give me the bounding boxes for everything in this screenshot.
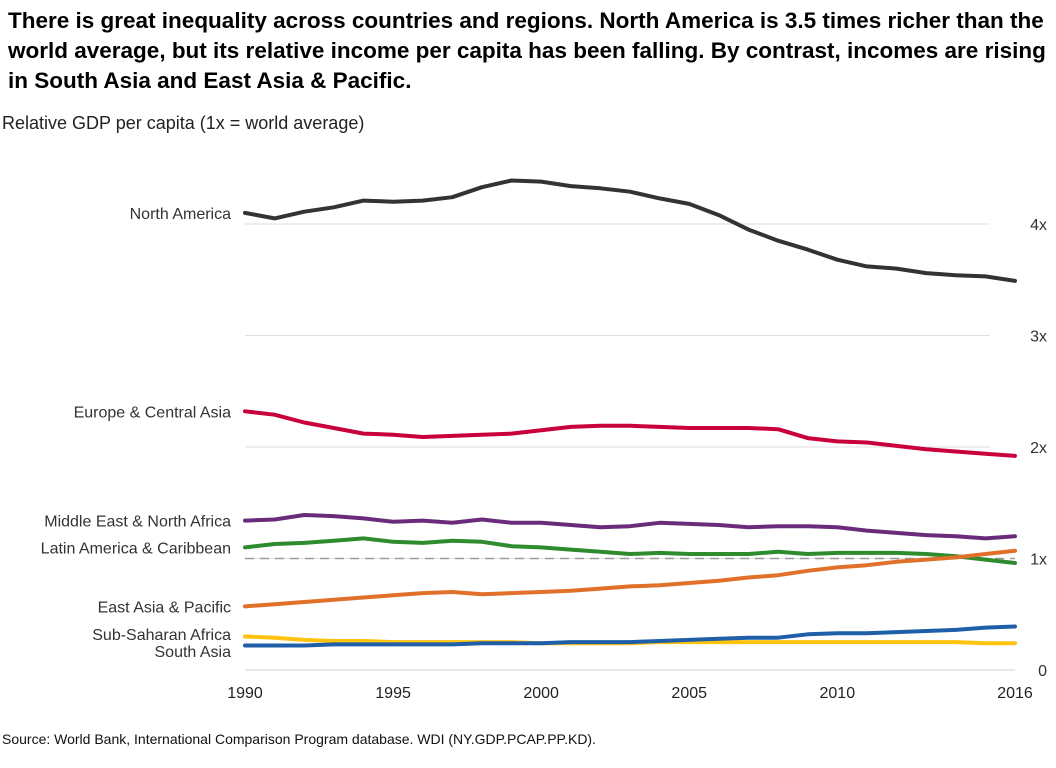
x-tick-label: 1990 — [227, 685, 263, 702]
gridlines — [245, 223, 1015, 671]
series-label: Middle East & North Africa — [44, 514, 231, 531]
x-axis-ticks: 1990 1995 2000 2005 2010 2016 — [227, 685, 1033, 702]
y-tick-label: 0 — [1038, 663, 1047, 680]
y-tick-label: 4x — [1030, 217, 1047, 234]
series-line — [243, 513, 1017, 541]
x-tick-label: 2016 — [997, 685, 1033, 702]
y-tick-label: 2x — [1030, 440, 1047, 457]
series-label: North America — [130, 206, 231, 223]
series-line — [243, 536, 1017, 565]
series-line — [243, 178, 1017, 283]
series-lines — [243, 178, 1017, 648]
x-tick-label: 2005 — [671, 685, 707, 702]
y-axis-ticks: 0 1x 2x 3x 4x — [1030, 217, 1047, 680]
series-label: Latin America & Caribbean — [41, 540, 231, 557]
chart-title: There is great inequality across countri… — [8, 8, 1046, 93]
series-label: South Asia — [155, 644, 232, 661]
y-tick-label: 1x — [1030, 552, 1047, 569]
series-label: Sub-Saharan Africa — [92, 627, 231, 644]
x-tick-label: 2010 — [820, 685, 856, 702]
y-tick-label: 3x — [1030, 329, 1047, 346]
x-tick-label: 2000 — [523, 685, 559, 702]
series-label: Europe & Central Asia — [74, 404, 232, 421]
series-line — [243, 409, 1017, 458]
source-note: Source: World Bank, International Compar… — [2, 731, 596, 747]
series-line — [243, 624, 1017, 648]
series-label: East Asia & Pacific — [98, 599, 231, 616]
series-labels: North America Europe & Central Asia Middle… — [41, 206, 231, 661]
y-axis-label: Relative GDP per capita (1x = world aver… — [2, 113, 365, 133]
series-line — [243, 548, 1017, 609]
x-tick-label: 1995 — [375, 685, 411, 702]
